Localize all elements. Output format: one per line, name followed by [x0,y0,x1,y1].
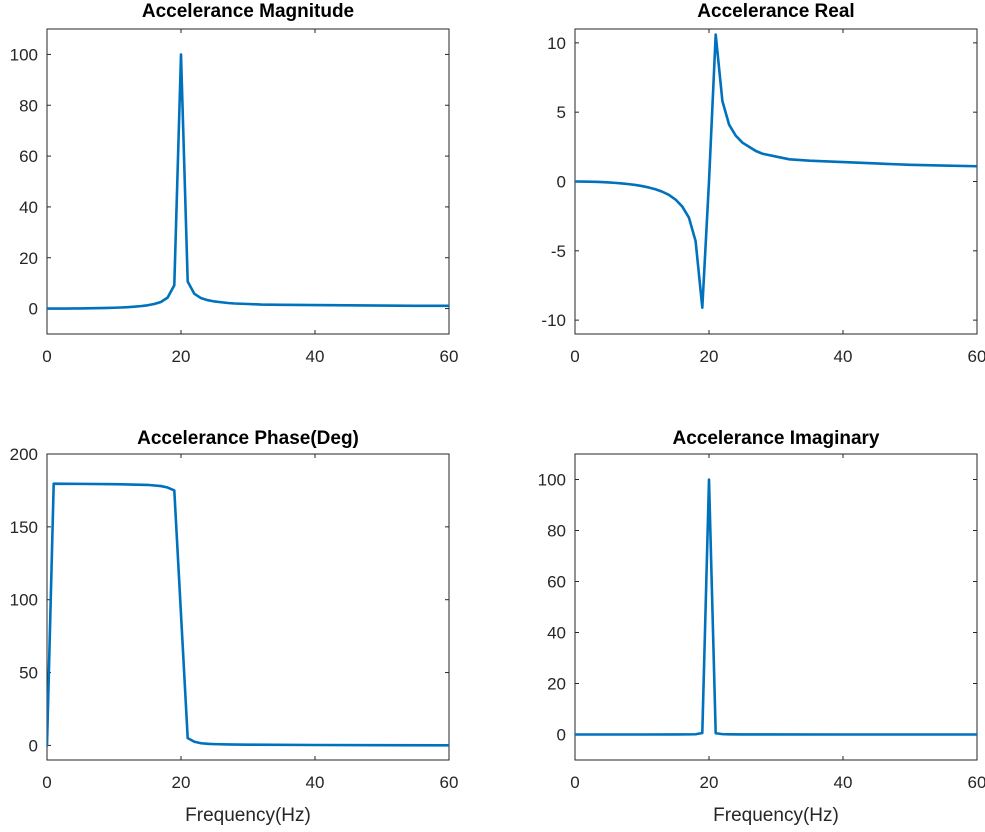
axes-box [46,453,450,761]
x-tick-label: 40 [306,347,325,366]
panel-real: Accelerance Real 0 20 40 60 -10 -5 0 5 10 [541,1,985,366]
y-tick-label: 60 [19,147,38,166]
panel-magnitude: Accelerance Magnitude 0 20 40 60 0 20 40 60 80 10… [10,1,459,366]
y-tick-label: 5 [557,103,566,122]
series-line-0 [47,482,449,747]
x-tick-label: 40 [834,773,853,792]
x-tick-label: 20 [700,773,719,792]
y-tick-label: 60 [547,573,566,592]
series-line-0 [47,53,449,310]
x-tick-label: 60 [440,347,459,366]
y-tick-label: 40 [19,198,38,217]
y-tick-label: 150 [10,518,38,537]
panel-phase: Accelerance Phase(Deg) Frequency(Hz) 0 20… [10,428,459,826]
y-tick-label: 10 [547,34,566,53]
panel-title: Accelerance Real [697,1,854,22]
y-tick-label: 50 [19,664,38,683]
x-tick-label: 60 [968,347,985,366]
x-tick-label: 0 [570,773,579,792]
series-line-0 [575,478,977,736]
x-tick-label: 40 [306,773,325,792]
y-tick-label: 80 [19,96,38,115]
y-tick-label: -10 [541,311,566,330]
series-line-0 [575,33,977,309]
axes-box [574,453,978,761]
y-tick-label: 100 [10,591,38,610]
x-axis-label: Frequency(Hz) [713,805,839,826]
y-tick-label: 0 [557,726,566,745]
y-tick-label: 40 [547,624,566,643]
y-tick-label: 20 [19,249,38,268]
y-tick-label: 80 [547,522,566,541]
y-tick-label: 0 [29,736,38,755]
x-tick-label: 0 [570,347,579,366]
panel-title: Accelerance Magnitude [142,1,354,22]
x-tick-label: 20 [172,347,191,366]
x-tick-label: 0 [42,773,51,792]
y-tick-label: 20 [547,675,566,694]
panel-imaginary: Accelerance Imaginary Frequency(Hz) 0 20 4… [538,428,985,826]
panel-title: Accelerance Phase(Deg) [137,428,359,449]
y-tick-label: 100 [10,45,38,64]
y-tick-label: 0 [557,173,566,192]
x-tick-label: 20 [700,347,719,366]
x-tick-label: 60 [440,773,459,792]
x-tick-label: 0 [42,347,51,366]
x-tick-label: 40 [834,347,853,366]
y-tick-label: 100 [538,471,566,490]
x-tick-label: 60 [968,773,985,792]
y-tick-label: 200 [10,445,38,464]
y-tick-label: 0 [29,300,38,319]
x-axis-label: Frequency(Hz) [185,805,311,826]
panel-title: Accelerance Imaginary [672,428,879,449]
x-tick-label: 20 [172,773,191,792]
axes-box [46,28,450,335]
y-tick-label: -5 [551,242,566,261]
